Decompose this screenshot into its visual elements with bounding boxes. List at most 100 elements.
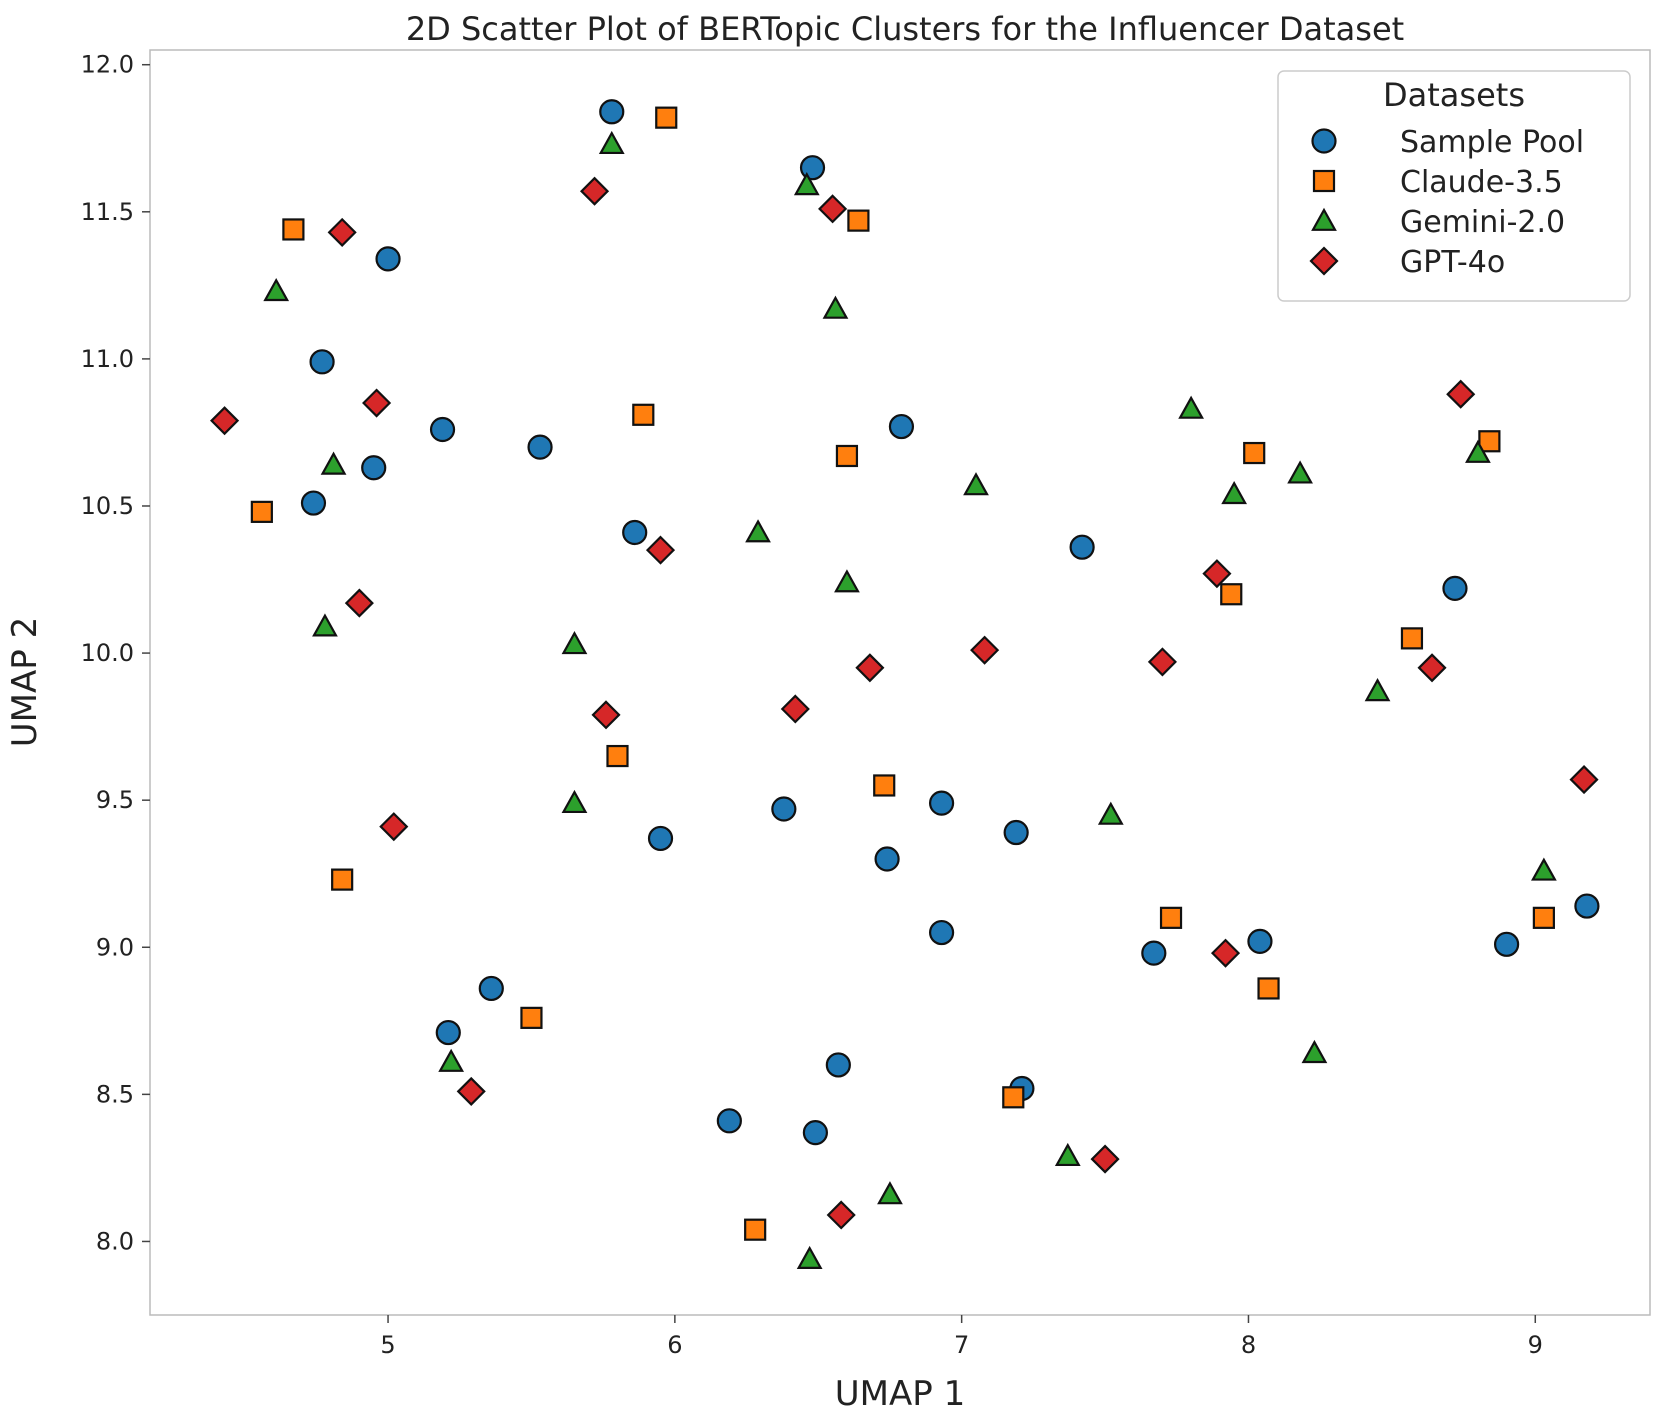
legend-marker-sample-pool xyxy=(1311,128,1337,154)
point-claude-3-5 xyxy=(1532,906,1555,929)
point-gemini-2-0 xyxy=(822,295,849,319)
point-claude-3-5 xyxy=(250,500,273,523)
point-claude-3-5 xyxy=(520,1006,543,1029)
point-gemini-2-0 xyxy=(877,1181,903,1205)
point-sample-pool xyxy=(1493,931,1520,957)
point-sample-pool xyxy=(647,825,674,852)
point-gemini-2-0 xyxy=(1178,395,1204,419)
point-sample-pool xyxy=(799,155,826,181)
point-gpt-4o xyxy=(1202,559,1232,589)
legend-items: Sample Pool Claude-3.5 Gemini-2.0 GPT-4o xyxy=(1309,125,1584,280)
point-gemini-2-0 xyxy=(1531,857,1557,881)
point-sample-pool xyxy=(825,1052,851,1078)
point-claude-3-5 xyxy=(744,1218,767,1241)
plot-frame xyxy=(149,49,1651,1316)
point-gemini-2-0 xyxy=(1301,1039,1328,1064)
point-gpt-4o xyxy=(456,1076,486,1106)
point-gemini-2-0 xyxy=(320,451,347,475)
point-sample-pool xyxy=(928,790,955,816)
x-tick-label: 8 xyxy=(1241,1331,1256,1359)
series-gemini-2-0 xyxy=(263,130,1557,1270)
y-tick-label: 9.5 xyxy=(96,786,134,814)
point-gpt-4o xyxy=(1090,1144,1120,1174)
point-sample-pool xyxy=(375,246,401,272)
point-gemini-2-0 xyxy=(438,1048,465,1072)
point-gemini-2-0 xyxy=(1097,801,1124,825)
point-gemini-2-0 xyxy=(561,789,588,814)
point-sample-pool xyxy=(1003,819,1029,846)
point-claude-3-5 xyxy=(1400,627,1424,650)
point-sample-pool xyxy=(300,490,327,516)
point-gemini-2-0 xyxy=(745,519,771,543)
x-tick-label: 6 xyxy=(667,1331,682,1359)
legend-item-sample-pool: Sample Pool xyxy=(1311,125,1584,160)
point-claude-3-5 xyxy=(606,744,629,768)
point-gpt-4o xyxy=(826,1200,856,1230)
y-tick-label: 10.5 xyxy=(81,492,134,520)
legend-label: GPT-4o xyxy=(1400,245,1505,280)
legend-box xyxy=(1277,70,1631,302)
legend-marker-gpt-4o xyxy=(1309,246,1339,276)
point-claude-3-5 xyxy=(1243,441,1266,465)
point-gpt-4o xyxy=(1446,379,1476,409)
point-sample-pool xyxy=(1574,893,1600,919)
point-gemini-2-0 xyxy=(834,569,860,593)
x-tick-label: 7 xyxy=(954,1331,969,1359)
point-claude-3-5 xyxy=(655,106,678,129)
point-gpt-4o xyxy=(579,176,610,206)
point-claude-3-5 xyxy=(331,868,354,891)
y-axis-ticks: 8.0 8.5 9.0 9.5 10.0 10.5 11.0 11.5 12.0 xyxy=(81,51,150,1255)
point-gpt-4o xyxy=(327,217,357,247)
y-axis-label: UMAP 2 xyxy=(5,617,45,747)
point-sample-pool xyxy=(435,1019,461,1046)
x-axis-ticks: 5 6 7 8 9 xyxy=(380,1315,1543,1359)
point-claude-3-5 xyxy=(1257,977,1280,1000)
point-gemini-2-0 xyxy=(1287,460,1313,484)
chart-title: 2D Scatter Plot of BERTopic Clusters for… xyxy=(406,10,1404,48)
legend-label: Gemini-2.0 xyxy=(1400,205,1565,240)
point-sample-pool xyxy=(309,349,335,375)
point-sample-pool xyxy=(527,434,553,460)
x-axis-label: UMAP 1 xyxy=(835,1374,965,1414)
legend-title: Datasets xyxy=(1383,76,1525,114)
legend-marker-gemini-2-0 xyxy=(1311,207,1337,231)
point-claude-3-5 xyxy=(282,218,305,241)
point-sample-pool xyxy=(802,1120,828,1146)
legend-marker-claude-3-5 xyxy=(1312,169,1336,193)
point-gemini-2-0 xyxy=(312,613,338,637)
point-sample-pool xyxy=(622,519,648,546)
point-gemini-2-0 xyxy=(561,630,588,655)
point-gpt-4o xyxy=(970,635,1000,665)
point-sample-pool xyxy=(1069,534,1095,560)
point-sample-pool xyxy=(1247,928,1273,954)
point-sample-pool xyxy=(888,413,915,440)
point-sample-pool xyxy=(1141,940,1167,966)
point-sample-pool xyxy=(478,975,504,1002)
point-sample-pool xyxy=(1442,575,1468,601)
legend-item-gpt-4o: GPT-4o xyxy=(1309,245,1505,280)
point-gpt-4o xyxy=(780,694,810,724)
point-sample-pool xyxy=(928,919,955,946)
x-tick-label: 9 xyxy=(1528,1331,1543,1359)
legend-item-claude-3-5: Claude-3.5 xyxy=(1312,165,1563,200)
y-tick-label: 8.0 xyxy=(96,1227,134,1255)
series-sample-pool xyxy=(300,99,1600,1146)
point-gemini-2-0 xyxy=(1054,1142,1081,1167)
point-claude-3-5 xyxy=(873,774,896,797)
point-gpt-4o xyxy=(210,406,240,436)
point-gpt-4o xyxy=(1569,765,1599,795)
point-sample-pool xyxy=(429,416,456,443)
point-gemini-2-0 xyxy=(796,1245,823,1270)
point-sample-pool xyxy=(716,1108,742,1134)
point-sample-pool xyxy=(599,99,625,125)
x-tick-label: 5 xyxy=(380,1331,395,1359)
point-gpt-4o xyxy=(818,194,848,224)
point-gemini-2-0 xyxy=(598,130,625,155)
point-gemini-2-0 xyxy=(1465,439,1491,463)
point-sample-pool xyxy=(771,796,797,822)
y-tick-label: 9.0 xyxy=(96,933,134,961)
point-gpt-4o xyxy=(1147,647,1177,677)
point-gemini-2-0 xyxy=(1364,678,1391,702)
y-tick-label: 10.0 xyxy=(81,639,134,667)
